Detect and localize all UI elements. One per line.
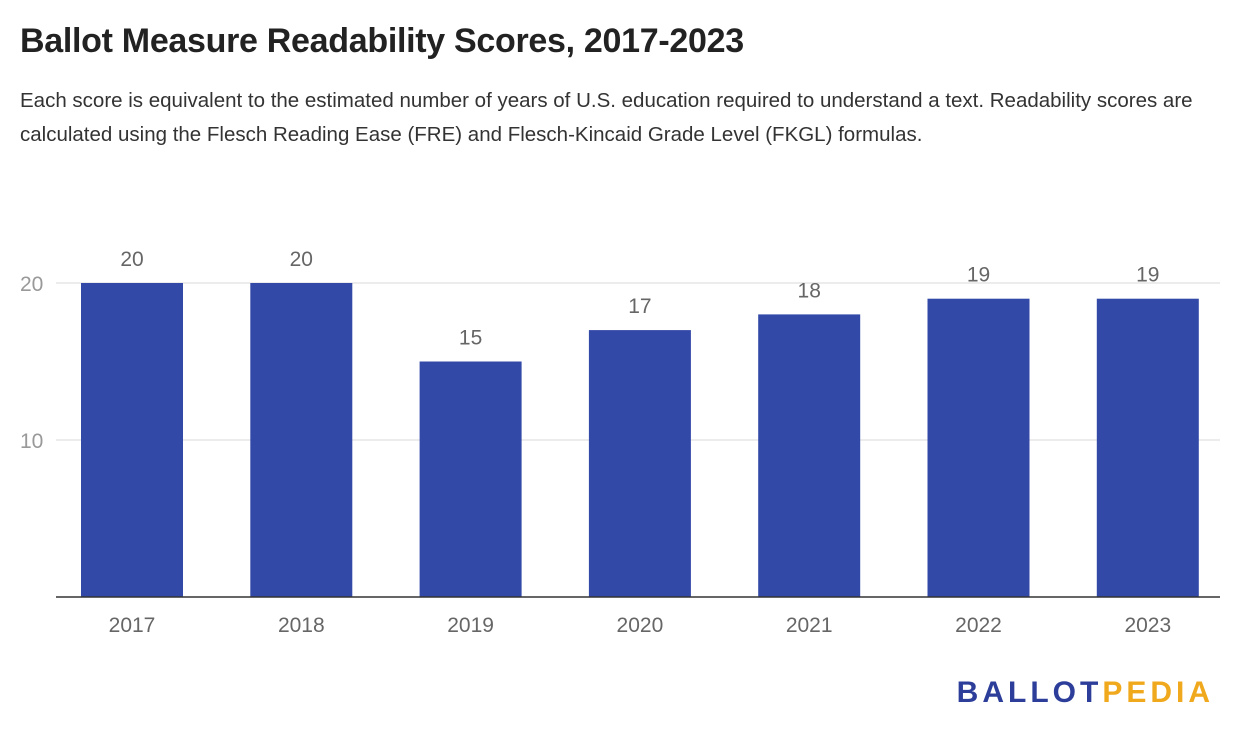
chart-subtitle: Each score is equivalent to the estimate…: [20, 89, 1193, 146]
logo-part-pedia: PEDIA: [1102, 676, 1214, 709]
bars: [81, 283, 1199, 597]
y-tick-label: 10: [20, 430, 43, 453]
x-tick-label-2017: 2017: [109, 614, 156, 637]
bar-2022: [927, 298, 1030, 597]
x-tick-label-2018: 2018: [278, 614, 325, 637]
data-label-2020: 17: [628, 295, 651, 318]
data-label-2017: 20: [120, 248, 143, 271]
data-label-2018: 20: [290, 248, 313, 271]
x-tick-label-2020: 2020: [617, 614, 664, 637]
data-label-2021: 18: [798, 279, 821, 302]
logo-part-ballot: BALLOT: [956, 676, 1103, 709]
bar-2021: [758, 314, 861, 597]
data-label-2022: 19: [967, 264, 990, 287]
bar-2019: [419, 361, 522, 597]
data-label-2019: 15: [459, 327, 482, 350]
labels: 1020202017202018152019172020182021192022…: [20, 248, 1171, 637]
x-tick-label-2021: 2021: [786, 614, 833, 637]
data-label-2023: 19: [1136, 264, 1159, 287]
x-tick-label-2023: 2023: [1124, 614, 1171, 637]
bar-2020: [588, 330, 691, 597]
bar-2018: [250, 283, 353, 597]
x-tick-label-2022: 2022: [955, 614, 1002, 637]
ballotpedia-logo: BALLOTPEDIA: [957, 676, 1214, 710]
bar-2023: [1096, 298, 1199, 597]
chart-title: Ballot Measure Readability Scores, 2017-…: [20, 22, 744, 60]
y-tick-label: 20: [20, 273, 43, 296]
x-tick-label-2019: 2019: [447, 614, 494, 637]
bar-2017: [81, 283, 183, 597]
